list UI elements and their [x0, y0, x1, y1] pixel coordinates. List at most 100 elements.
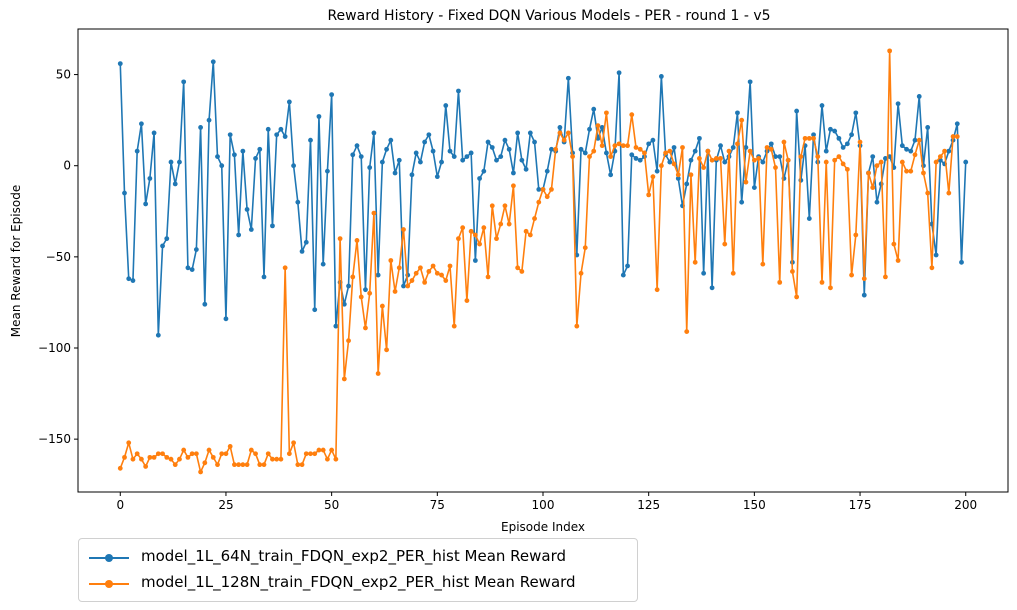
data-point	[878, 159, 884, 165]
data-point	[354, 143, 360, 149]
data-point	[396, 157, 402, 163]
data-point	[570, 154, 575, 160]
data-point	[295, 199, 301, 205]
data-point	[578, 146, 584, 152]
data-point	[278, 126, 284, 132]
data-point	[498, 221, 504, 227]
x-tick-label: 125	[637, 498, 660, 512]
data-point	[815, 154, 821, 160]
data-point	[963, 159, 969, 165]
data-point	[650, 137, 656, 143]
data-point	[367, 290, 373, 296]
data-point	[844, 141, 850, 147]
data-point	[604, 110, 609, 116]
data-point	[261, 274, 267, 280]
data-point	[604, 150, 609, 156]
data-point	[451, 154, 457, 160]
data-point	[413, 270, 419, 276]
series-markers-1	[117, 59, 969, 338]
data-point	[341, 376, 347, 382]
data-point	[629, 112, 635, 118]
axes-frame	[77, 28, 1009, 493]
data-point	[629, 152, 635, 158]
data-point	[134, 148, 140, 154]
data-point	[337, 236, 343, 242]
data-point	[857, 139, 863, 145]
data-point	[286, 99, 292, 105]
data-point	[443, 103, 449, 108]
data-point	[481, 168, 487, 174]
data-point	[291, 163, 296, 169]
data-point	[253, 156, 258, 161]
data-point	[823, 159, 829, 165]
data-point	[954, 121, 960, 127]
data-point	[303, 451, 309, 457]
data-point	[739, 199, 745, 205]
data-point	[198, 469, 203, 475]
data-point	[565, 75, 571, 81]
data-point	[760, 261, 766, 267]
data-point	[874, 163, 880, 169]
series-line-2	[119, 50, 958, 473]
data-point	[887, 48, 893, 54]
data-point	[130, 456, 136, 462]
data-point	[891, 241, 897, 247]
data-point	[692, 259, 698, 265]
data-point	[536, 199, 542, 205]
data-point	[181, 447, 187, 453]
x-tick-label: 175	[849, 498, 872, 512]
data-point	[413, 150, 419, 156]
data-point	[329, 92, 335, 98]
x-tick-label: 75	[430, 498, 445, 512]
data-point	[511, 183, 516, 189]
data-point	[379, 303, 385, 309]
data-point	[193, 247, 199, 252]
data-point	[697, 156, 702, 161]
data-point	[942, 148, 947, 154]
data-point	[849, 132, 854, 138]
data-point	[494, 157, 499, 163]
data-point	[798, 154, 804, 160]
data-point	[557, 130, 563, 136]
data-point	[460, 157, 466, 163]
data-point	[756, 156, 761, 161]
data-point	[819, 103, 825, 108]
data-point	[954, 134, 960, 139]
data-point	[375, 371, 381, 376]
data-point	[608, 154, 614, 160]
data-point	[912, 137, 918, 143]
data-point	[861, 276, 867, 282]
data-point	[481, 225, 487, 231]
data-point	[904, 168, 909, 174]
data-point	[257, 146, 263, 152]
data-point	[764, 145, 770, 150]
data-point	[515, 130, 521, 136]
data-point	[367, 165, 373, 170]
data-point	[760, 159, 766, 165]
data-point	[844, 166, 850, 172]
data-point	[836, 135, 842, 141]
data-point	[684, 329, 690, 334]
data-point	[790, 269, 795, 274]
data-point	[895, 258, 901, 263]
data-point	[608, 172, 614, 178]
data-point	[544, 168, 550, 174]
data-point	[333, 456, 339, 462]
data-point	[916, 94, 922, 99]
data-point	[172, 462, 178, 468]
legend-label-series-1: model_1L_64N_train_FDQN_exp2_PER_hist Me…	[141, 547, 567, 565]
data-point	[329, 447, 335, 453]
data-point	[654, 168, 660, 174]
y-tick-label: −150	[38, 432, 71, 446]
data-point	[578, 270, 584, 276]
data-point	[777, 154, 783, 160]
data-point	[164, 236, 170, 242]
data-point	[802, 135, 808, 141]
data-point	[637, 157, 643, 163]
series-markers-2	[117, 48, 960, 475]
data-point	[680, 145, 685, 150]
data-point	[688, 157, 694, 163]
data-point	[185, 265, 191, 271]
data-point	[904, 146, 909, 152]
data-point	[456, 236, 461, 242]
